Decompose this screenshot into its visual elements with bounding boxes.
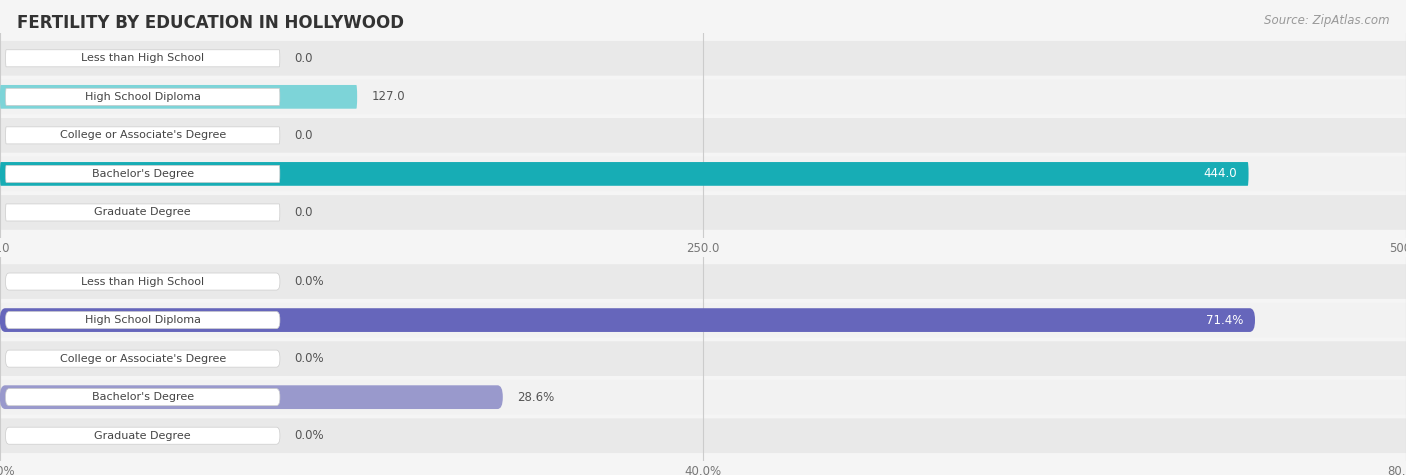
- Text: Bachelor's Degree: Bachelor's Degree: [91, 169, 194, 179]
- Text: High School Diploma: High School Diploma: [84, 315, 201, 325]
- FancyBboxPatch shape: [6, 165, 280, 182]
- Text: College or Associate's Degree: College or Associate's Degree: [59, 353, 226, 364]
- Text: 0.0%: 0.0%: [294, 429, 323, 442]
- FancyBboxPatch shape: [6, 427, 280, 444]
- FancyBboxPatch shape: [6, 273, 280, 290]
- Text: 127.0: 127.0: [371, 90, 405, 104]
- Text: 0.0: 0.0: [294, 52, 312, 65]
- FancyBboxPatch shape: [6, 389, 280, 406]
- Text: 444.0: 444.0: [1204, 167, 1237, 180]
- Text: Bachelor's Degree: Bachelor's Degree: [91, 392, 194, 402]
- FancyBboxPatch shape: [6, 50, 280, 67]
- Text: 0.0%: 0.0%: [294, 275, 323, 288]
- FancyBboxPatch shape: [0, 341, 1406, 376]
- Text: 0.0: 0.0: [294, 206, 312, 219]
- FancyBboxPatch shape: [0, 118, 1406, 153]
- FancyBboxPatch shape: [0, 85, 357, 109]
- Text: 0.0%: 0.0%: [294, 352, 323, 365]
- Text: Source: ZipAtlas.com: Source: ZipAtlas.com: [1264, 14, 1389, 27]
- Text: Graduate Degree: Graduate Degree: [94, 208, 191, 218]
- FancyBboxPatch shape: [0, 264, 1406, 299]
- FancyBboxPatch shape: [0, 162, 1249, 186]
- Text: High School Diploma: High School Diploma: [84, 92, 201, 102]
- FancyBboxPatch shape: [0, 385, 503, 409]
- Text: FERTILITY BY EDUCATION IN HOLLYWOOD: FERTILITY BY EDUCATION IN HOLLYWOOD: [17, 14, 404, 32]
- Text: 28.6%: 28.6%: [517, 390, 554, 404]
- FancyBboxPatch shape: [6, 350, 280, 367]
- FancyBboxPatch shape: [6, 127, 280, 144]
- FancyBboxPatch shape: [6, 88, 280, 105]
- FancyBboxPatch shape: [6, 312, 280, 329]
- FancyBboxPatch shape: [0, 308, 1256, 332]
- Text: Less than High School: Less than High School: [82, 276, 204, 286]
- Text: College or Associate's Degree: College or Associate's Degree: [59, 130, 226, 141]
- Text: Less than High School: Less than High School: [82, 53, 204, 63]
- Text: 0.0: 0.0: [294, 129, 312, 142]
- FancyBboxPatch shape: [0, 195, 1406, 230]
- FancyBboxPatch shape: [0, 157, 1406, 191]
- Text: Graduate Degree: Graduate Degree: [94, 431, 191, 441]
- FancyBboxPatch shape: [0, 418, 1406, 453]
- FancyBboxPatch shape: [0, 41, 1406, 76]
- FancyBboxPatch shape: [0, 303, 1406, 337]
- FancyBboxPatch shape: [0, 79, 1406, 114]
- Text: 71.4%: 71.4%: [1206, 314, 1244, 327]
- FancyBboxPatch shape: [0, 380, 1406, 415]
- FancyBboxPatch shape: [6, 204, 280, 221]
